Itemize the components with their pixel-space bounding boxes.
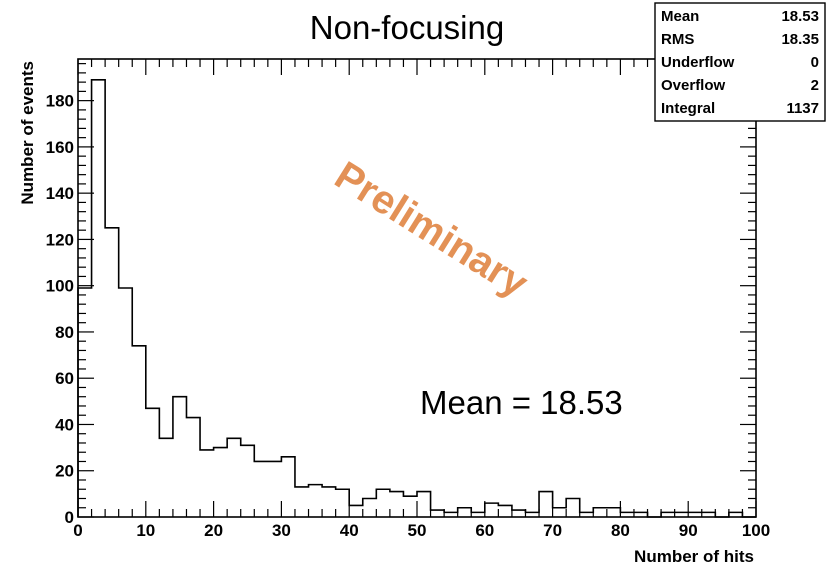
stats-label: Mean xyxy=(661,8,699,25)
stats-label: Integral xyxy=(661,100,715,117)
y-tick-label: 100 xyxy=(46,277,74,296)
x-tick-label: 70 xyxy=(543,521,562,540)
x-axis-title: Number of hits xyxy=(634,547,754,566)
y-tick-label: 40 xyxy=(55,415,74,434)
x-tick-label: 30 xyxy=(272,521,291,540)
x-tick-label: 60 xyxy=(475,521,494,540)
histogram-outline xyxy=(77,79,756,518)
mean-annotation: Mean = 18.53 xyxy=(420,384,623,421)
x-tick-label: 20 xyxy=(204,521,223,540)
chart-title: Non-focusing xyxy=(310,9,504,46)
x-tick-label: 10 xyxy=(136,521,155,540)
stats-label: Overflow xyxy=(661,77,726,94)
y-tick-label: 20 xyxy=(55,462,74,481)
stats-box-frame xyxy=(654,2,826,122)
stats-value: 18.53 xyxy=(781,8,819,25)
preliminary-watermark: Preliminary xyxy=(327,153,536,306)
stats-value: 1137 xyxy=(786,100,819,117)
x-tick-label: 80 xyxy=(611,521,630,540)
x-tick-label: 100 xyxy=(742,521,770,540)
stats-value: 2 xyxy=(811,77,819,94)
y-tick-label: 0 xyxy=(65,508,74,527)
y-tick-label: 180 xyxy=(46,92,74,111)
x-tick-label: 90 xyxy=(679,521,698,540)
stats-value: 0 xyxy=(811,54,819,71)
y-tick-label: 160 xyxy=(46,138,74,157)
stats-value: 18.35 xyxy=(781,31,819,48)
x-tick-label: 0 xyxy=(73,521,82,540)
plot-frame xyxy=(77,58,757,518)
x-tick-label: 40 xyxy=(340,521,359,540)
stats-box: Mean 18.53 RMS 18.35 Underflow 0 Overflow 2 Inte… xyxy=(654,2,826,122)
stats-rows: Mean 18.53 RMS 18.35 Underflow 0 Overflow 2 Inte… xyxy=(661,8,819,117)
x-tick-labels: 0 10 20 30 40 50 60 70 80 90 100 xyxy=(73,521,770,540)
stats-label: RMS xyxy=(661,31,694,48)
y-tick-label: 80 xyxy=(55,323,74,342)
y-tick-label: 60 xyxy=(55,369,74,388)
y-axis-title: Number of events xyxy=(18,61,37,205)
y-tick-labels: 0 20 40 60 80 100 120 140 160 180 xyxy=(46,92,74,527)
x-tick-label: 50 xyxy=(408,521,427,540)
y-tick-label: 120 xyxy=(46,230,74,249)
y-tick-label: 140 xyxy=(46,184,74,203)
axis-ticks xyxy=(77,59,757,518)
stats-label: Underflow xyxy=(661,54,735,71)
